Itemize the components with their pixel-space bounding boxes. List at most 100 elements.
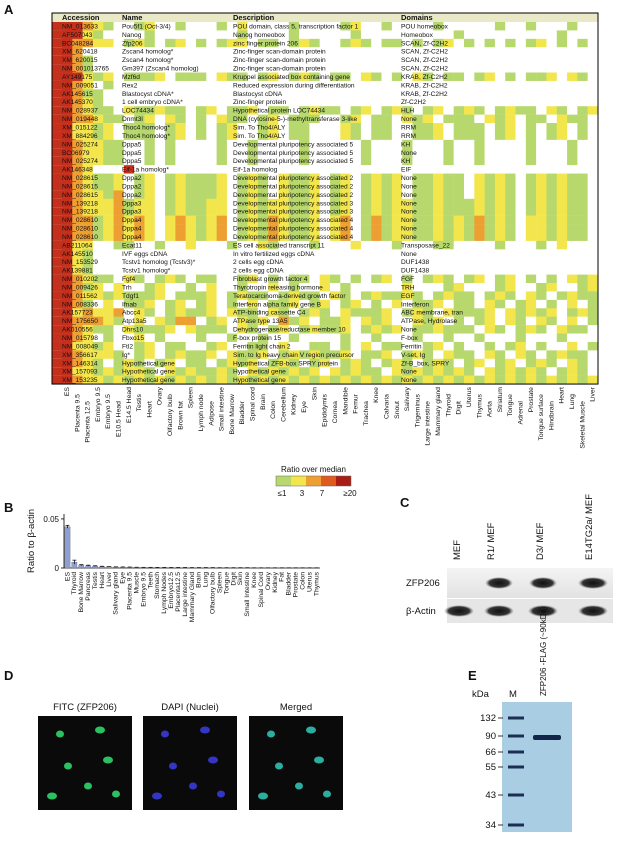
heat-cell: [62, 148, 73, 157]
heat-cell: [216, 232, 228, 242]
heat-cell: [123, 22, 135, 31]
heat-cell: [196, 291, 207, 301]
heat-cell: [268, 47, 279, 56]
heat-cell: [391, 106, 403, 115]
heat-cell: [556, 156, 568, 166]
heat-cell: [319, 173, 331, 183]
cell-text: KRAB, Zf-C2H2: [401, 82, 448, 89]
heat-cell: [257, 106, 269, 115]
x-tick-label: Stomach: [154, 572, 161, 599]
cell-text: None: [401, 209, 417, 216]
cell-text: Thoc4 homolog*: [122, 125, 170, 132]
heat-cell: [113, 181, 125, 191]
cell-text: NM_153529: [62, 259, 98, 266]
row-label-cell: [52, 257, 62, 267]
heat-cell: [422, 106, 434, 115]
heat-cell: [144, 257, 155, 267]
heat-cell: [196, 358, 207, 368]
heat-cell: [72, 249, 83, 258]
heat-cell: [237, 266, 248, 275]
heat-cell: [82, 325, 94, 334]
heat-cell: [484, 257, 496, 267]
heat-cell: [484, 316, 496, 326]
heat-cell: [505, 148, 516, 157]
heat-cell: [62, 114, 73, 124]
heat-cell: [62, 299, 73, 309]
heat-cell: [515, 47, 527, 56]
heat-cell: [237, 333, 248, 343]
cell-text: None: [401, 150, 417, 157]
heat-cell: [288, 47, 300, 56]
heat-cell: [515, 198, 527, 208]
heat-cell: [474, 47, 485, 56]
heat-cell: [216, 148, 228, 157]
heat-cell: [371, 249, 382, 258]
heat-cell: [391, 139, 403, 149]
heat-cell: [278, 114, 289, 124]
heat-cell: [360, 123, 372, 132]
heat-cell: [381, 106, 393, 115]
heat-cell: [237, 123, 248, 132]
heat-cell: [72, 114, 83, 124]
heat-cell: [154, 190, 166, 200]
heat-cell: [515, 299, 527, 309]
heat-cell: [154, 240, 166, 250]
x-tick-label: Bladder: [286, 571, 293, 595]
heat-cell: [247, 299, 259, 309]
heat-cell: [391, 350, 403, 359]
heat-cell: [371, 308, 382, 317]
heat-cell: [154, 106, 166, 115]
heat-cell: [360, 350, 372, 359]
heat-cell: [309, 283, 320, 292]
heat-cell: [546, 257, 557, 267]
heat-cell: [556, 224, 568, 233]
heat-cell: [567, 257, 578, 267]
heat-cell: [62, 274, 73, 284]
cell-text: Developmental pluripotency associated 4: [233, 234, 354, 241]
heat-cell: [247, 358, 259, 368]
heat-cell: [257, 333, 269, 343]
row-label-cell: [52, 198, 62, 208]
cell-text: Developmental pluripotency associated 2: [233, 175, 354, 182]
heat-cell: [515, 55, 527, 65]
heat-cell: [144, 224, 155, 233]
heat-cell: [319, 198, 331, 208]
heat-cell: [525, 72, 537, 82]
heat-cell: [247, 333, 259, 343]
heat-cell: [474, 156, 485, 166]
heat-cell: [72, 274, 83, 284]
heat-cell: [134, 64, 145, 73]
heat-cell: [391, 240, 403, 250]
heat-cell: [299, 333, 310, 343]
heat-cell: [474, 38, 485, 48]
heat-cell: [278, 173, 289, 183]
heat-cell: [134, 156, 145, 166]
heat-cell: [577, 30, 588, 40]
heat-cell: [309, 358, 320, 368]
heat-cell: [350, 97, 362, 107]
heat-cell: [268, 148, 279, 157]
heat-cell: [165, 156, 176, 166]
heat-cell: [206, 257, 217, 267]
cell-text: Teratocarcinoma-derived growth factor: [233, 293, 346, 300]
heat-cell: [82, 89, 94, 98]
heat-cell: [536, 291, 547, 301]
scale-label: 7: [320, 489, 325, 498]
heat-cell: [453, 207, 465, 216]
cell-text: Dppa3: [122, 200, 142, 207]
heat-cell: [381, 181, 393, 191]
heat-cell: [288, 131, 300, 141]
heat-cell: [587, 240, 599, 250]
heat-cell: [319, 22, 331, 31]
cell-text: NM_008336: [62, 301, 98, 308]
heat-cell: [340, 215, 351, 225]
heat-cell: [165, 291, 176, 301]
heat-cell: [453, 249, 465, 258]
heat-cell: [165, 106, 176, 115]
heat-cell: [288, 257, 300, 267]
marker-band: [508, 734, 524, 738]
heat-cell: [288, 123, 300, 132]
heat-cell: [567, 165, 578, 174]
heat-cell: [402, 47, 413, 56]
heat-cell: [360, 333, 372, 343]
